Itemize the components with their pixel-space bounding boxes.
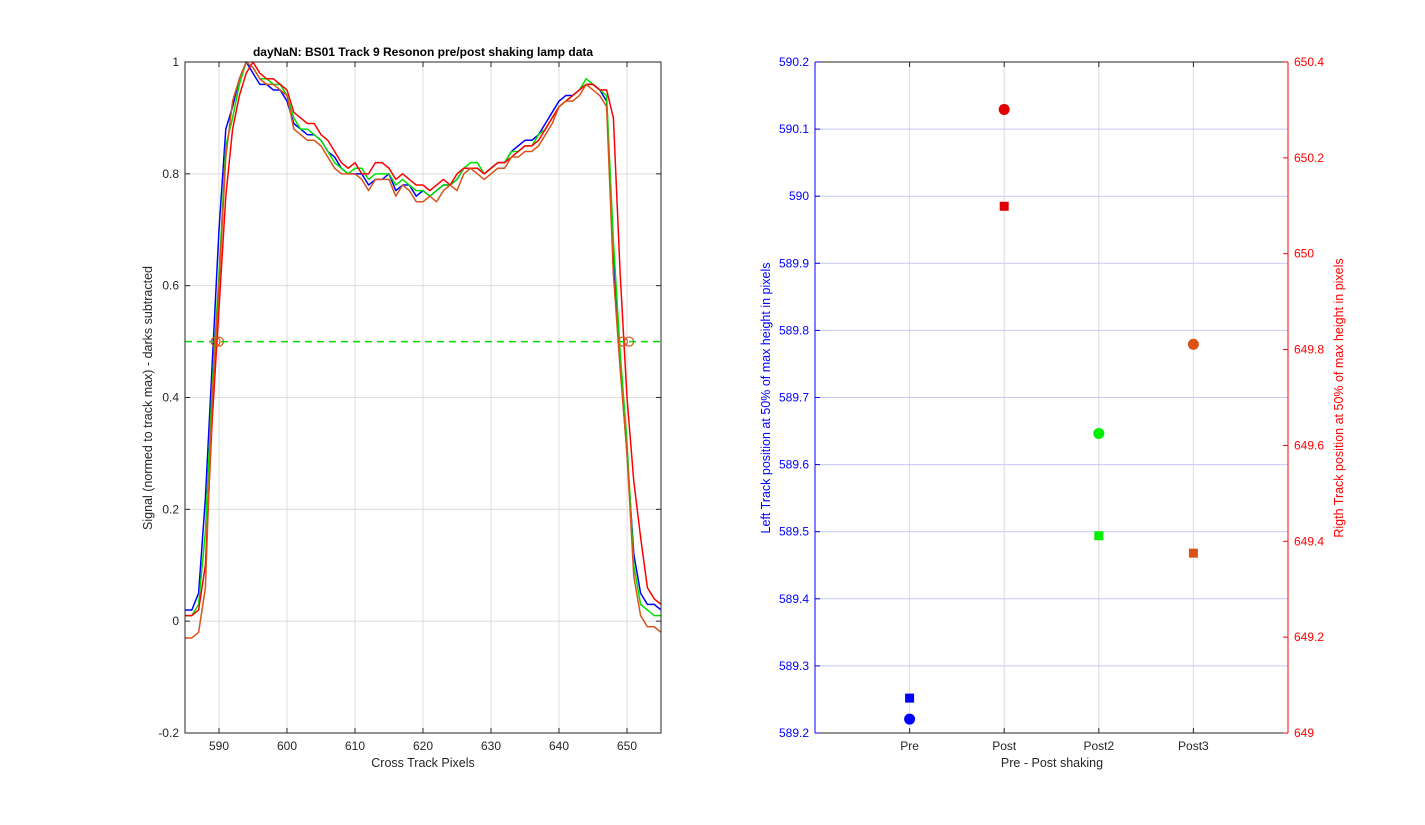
- right-left-y-tick-label: 589.7: [779, 391, 809, 405]
- left-x-tick-label: 620: [413, 739, 433, 753]
- left-x-tick-label: 640: [549, 739, 569, 753]
- crossing-marker-0: [210, 336, 221, 347]
- left-chart-title: dayNaN: BS01 Track 9 Resonon pre/post sh…: [253, 45, 593, 59]
- right-ticks: Pre Post Post2 Post3 589.2 589.3 589.4 589.5 589…: [779, 55, 1324, 753]
- right-left-y-tick-label: 590.1: [779, 122, 809, 136]
- right-chart: Pre Post Post2 Post3 589.2 589.3 589.4 589.5 589…: [759, 55, 1346, 770]
- right-right-y-tick-label: 649.4: [1294, 534, 1324, 548]
- left-x-tick-label: 650: [617, 739, 637, 753]
- left-y-tick-label: 0: [172, 614, 179, 628]
- crossing-marker-3: [623, 336, 635, 347]
- left-track-point-pre: [905, 693, 915, 703]
- right-right-y-tick-label: 649.2: [1294, 630, 1324, 644]
- left-x-axis-label: Cross Track Pixels: [371, 756, 475, 770]
- left-y-tick-label: -0.2: [158, 726, 179, 740]
- right-right-y-tick-label: 650: [1294, 247, 1314, 261]
- right-x-tick-label: Post3: [1178, 739, 1209, 753]
- left-y-axis-label: Signal (normed to track max) - darks sub…: [141, 266, 155, 530]
- left-x-tick-label: 590: [209, 739, 229, 753]
- right-left-y-tick-label: 589.5: [779, 525, 809, 539]
- right-left-y-tick-label: 590.2: [779, 55, 809, 69]
- left-track-point-post: [999, 201, 1009, 211]
- left-chart: 590 600 610 620 630 640 650-0.200.20.40.60.81 …: [141, 45, 662, 770]
- right-x-axis-label: Pre - Post shaking: [1001, 756, 1103, 770]
- right-left-y-tick-label: 589.4: [779, 592, 809, 606]
- right-right-y-tick-label: 649.6: [1294, 438, 1324, 452]
- right-right-y-tick-label: 649.8: [1294, 343, 1324, 357]
- right-left-y-tick-label: 589.6: [779, 458, 809, 472]
- left-y-tick-label: 0.4: [162, 391, 179, 405]
- crossing-marker-2: [617, 336, 629, 347]
- left-ticks: 590 600 610 620 630 640 650 -0.2 0 0.2 0.4 0.6 0.8 1: [158, 55, 661, 753]
- right-left-y-tick-label: 589.8: [779, 323, 809, 337]
- right-x-tick-label: Post2: [1083, 739, 1114, 753]
- left-x-tick-label: 630: [481, 739, 501, 753]
- right-track-point-post: [998, 103, 1010, 115]
- left-series-group: [185, 61, 662, 639]
- right-track-point-post3: [1187, 338, 1199, 350]
- left-series-line-3: [185, 61, 662, 639]
- right-x-tick-label: Post: [992, 739, 1017, 753]
- left-y-tick-label: 0.8: [162, 167, 179, 181]
- left-y-tick-label: 1: [172, 55, 179, 69]
- right-points-group: [904, 103, 1199, 725]
- left-x-tick-label: 600: [277, 739, 297, 753]
- left-crossing-markers: [210, 336, 635, 347]
- right-x-tick-label: Pre: [900, 739, 919, 753]
- left-x-tick-label: 610: [345, 739, 365, 753]
- left-y-tick-label: 0.2: [162, 502, 179, 516]
- right-right-y-tick-label: 650.4: [1294, 55, 1324, 69]
- right-right-y-tick-label: 650.2: [1294, 151, 1324, 165]
- right-left-y-tick-label: 589.3: [779, 659, 809, 673]
- right-track-point-pre: [904, 713, 916, 725]
- left-series-line-2: [185, 61, 662, 617]
- right-right-y-tick-label: 649: [1294, 726, 1314, 740]
- left-track-point-post2: [1094, 531, 1104, 541]
- crossing-marker-1: [213, 336, 225, 347]
- right-left-y-tick-label: 589.9: [779, 256, 809, 270]
- right-right-y-axis-label: Rigth Track position at 50% of max heigh…: [1332, 258, 1346, 537]
- right-track-point-post2: [1093, 427, 1105, 439]
- left-y-tick-label: 0.6: [162, 279, 179, 293]
- right-left-y-axis-label: Left Track position at 50% of max height…: [759, 263, 773, 534]
- left-track-point-post3: [1188, 548, 1198, 558]
- left-series-line-1: [185, 61, 661, 617]
- right-left-y-tick-label: 589.2: [779, 726, 809, 740]
- right-left-y-tick-label: 590: [789, 189, 809, 203]
